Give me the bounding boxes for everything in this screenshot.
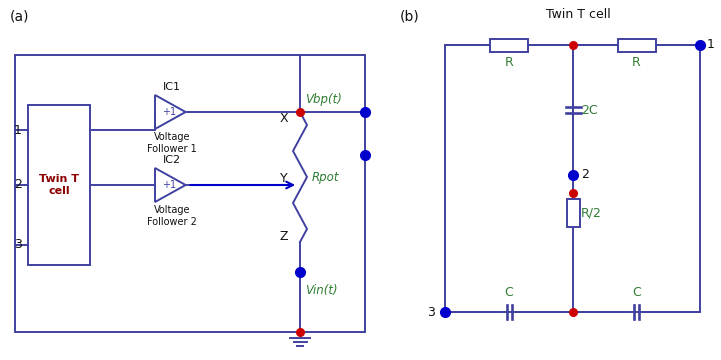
Text: Y: Y — [280, 172, 288, 185]
Bar — [28, 105, 90, 265]
Text: Vbp(t): Vbp(t) — [305, 93, 342, 106]
Text: IC1: IC1 — [163, 82, 181, 92]
Text: +1: +1 — [162, 180, 176, 190]
Text: R: R — [632, 57, 641, 69]
Text: Z: Z — [280, 230, 288, 243]
Text: Voltage
Follower 1: Voltage Follower 1 — [147, 132, 197, 154]
Text: Voltage
Follower 2: Voltage Follower 2 — [147, 205, 197, 226]
Text: Rpot: Rpot — [312, 171, 340, 184]
Text: Twin T
cell: Twin T cell — [39, 174, 79, 196]
Text: R/2: R/2 — [581, 206, 602, 219]
Text: C: C — [632, 286, 641, 299]
Bar — [567, 198, 580, 226]
Text: R: R — [505, 57, 513, 69]
Text: Vin(t): Vin(t) — [305, 284, 337, 297]
Text: 3: 3 — [427, 306, 435, 319]
Text: 2: 2 — [14, 179, 22, 192]
Text: 2: 2 — [581, 168, 589, 181]
Text: 3: 3 — [14, 238, 22, 252]
Text: 1: 1 — [707, 39, 715, 51]
Text: X: X — [279, 112, 288, 125]
Text: IC2: IC2 — [163, 155, 181, 165]
Text: Twin T cell: Twin T cell — [546, 8, 611, 21]
Text: (b): (b) — [400, 10, 420, 24]
Text: +1: +1 — [162, 107, 176, 117]
Text: 2C: 2C — [581, 104, 598, 117]
Text: (a): (a) — [10, 10, 30, 24]
Bar — [490, 39, 528, 51]
Bar — [617, 39, 655, 51]
Text: C: C — [505, 286, 513, 299]
Text: 1: 1 — [14, 123, 22, 136]
